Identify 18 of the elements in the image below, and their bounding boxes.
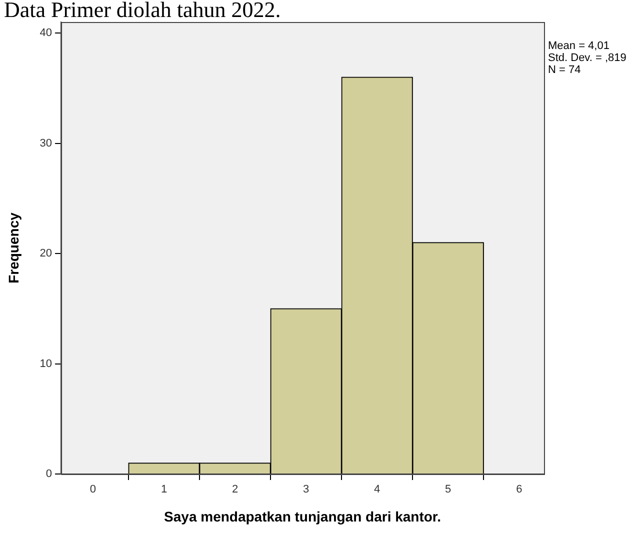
x-tick-label: 4 [374, 484, 380, 496]
text: Data Primer diolah tahun 2022. [4, 0, 281, 23]
x-tick-label: 6 [516, 484, 522, 496]
y-tick-label: 0 [46, 468, 52, 480]
text: Std. Dev. = ,819 [548, 52, 626, 64]
y-tick-label: 30 [40, 137, 52, 150]
y-axis-title: Frequency [5, 212, 22, 284]
x-tick-label: 0 [90, 484, 96, 496]
y-tick-label: 20 [40, 248, 52, 260]
y-tick-label: 40 [40, 27, 52, 40]
x-tick-label: 3 [303, 484, 310, 496]
y-tick-label: 10 [40, 358, 52, 370]
x-tick-label: 1 [160, 484, 168, 496]
x-tick-label: 2 [232, 484, 238, 496]
text: Mean = 4,01 [548, 40, 610, 52]
x-axis-title: Saya mendapatkan tunjangan dari kantor. [164, 508, 441, 524]
text: N = 74 [548, 64, 582, 76]
x-tick-label: 5 [445, 484, 452, 496]
